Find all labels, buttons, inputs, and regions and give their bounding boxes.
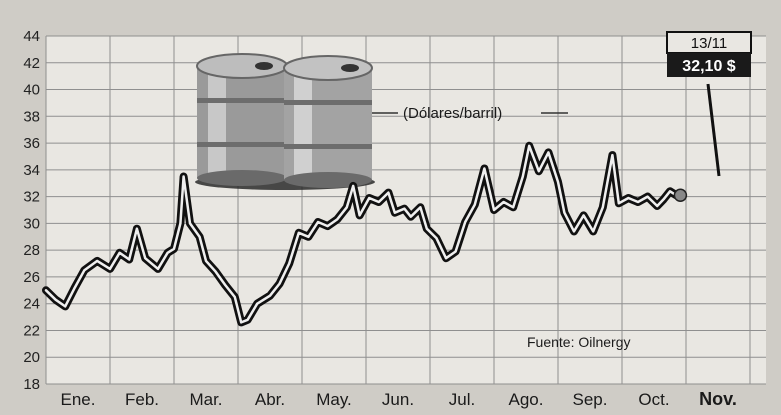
y-tick-label: 18 xyxy=(23,376,40,393)
callout-date: 13/11 xyxy=(691,35,727,52)
y-tick-label: 36 xyxy=(23,135,40,152)
barrel-right xyxy=(283,55,373,188)
x-month-label: Ene. xyxy=(61,390,96,409)
y-tick-label: 38 xyxy=(23,108,40,125)
x-month-label: Feb. xyxy=(125,390,159,409)
y-tick-label: 44 xyxy=(23,28,40,45)
latest-value-callout: 13/11 32,10 $ xyxy=(666,31,752,203)
y-tick-label: 42 xyxy=(23,55,40,72)
y-axis-ticks: 18 20 22 24 26 28 30 32 34 36 38 40 42 44 xyxy=(23,28,40,393)
source-label: Fuente: Oilnergy xyxy=(527,334,631,350)
x-month-label: Sep. xyxy=(573,390,608,409)
x-month-label: Ago. xyxy=(509,390,544,409)
callout-pointer xyxy=(706,83,721,177)
x-month-label: Abr. xyxy=(255,390,285,409)
unit-label: (Dólares/barril) xyxy=(403,105,502,122)
y-tick-label: 34 xyxy=(23,162,40,179)
y-tick-label: 40 xyxy=(23,82,40,99)
y-tick-label: 26 xyxy=(23,269,40,286)
latest-point-marker xyxy=(673,188,688,203)
x-month-label: Oct. xyxy=(638,390,669,409)
y-tick-label: 28 xyxy=(23,242,40,259)
x-month-label: Nov. xyxy=(699,389,737,409)
barrel-left xyxy=(196,53,288,186)
oil-barrels-illustration xyxy=(195,53,375,190)
y-tick-label: 24 xyxy=(23,296,40,313)
x-axis-months: Ene. Feb. Mar. Abr. May. Jun. Jul. Ago. Sep. Oct.… xyxy=(61,389,737,409)
x-month-label: Jul. xyxy=(449,390,475,409)
x-month-label: Mar. xyxy=(189,390,222,409)
y-tick-label: 20 xyxy=(23,349,40,366)
price-line xyxy=(44,144,678,324)
callout-value: 32,10 $ xyxy=(682,58,735,75)
y-tick-label: 30 xyxy=(23,215,40,232)
x-month-label: Jun. xyxy=(382,390,414,409)
y-tick-label: 32 xyxy=(23,189,40,206)
y-tick-label: 22 xyxy=(23,322,40,339)
x-month-label: May. xyxy=(316,390,352,409)
callout-value-box xyxy=(667,53,751,77)
